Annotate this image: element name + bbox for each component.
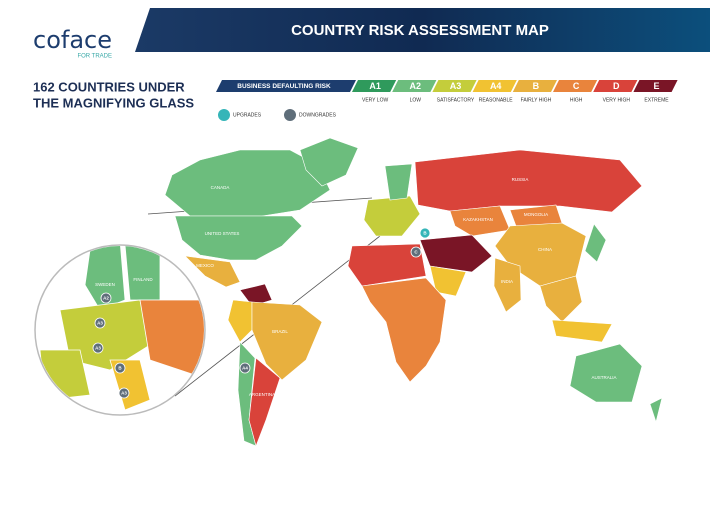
- legend-swatch: [472, 80, 517, 92]
- country: [419, 234, 493, 273]
- country: [584, 223, 607, 263]
- country-label: MONGOLIA: [524, 212, 548, 217]
- country: [539, 275, 583, 323]
- change-marker-label: B: [118, 366, 122, 371]
- legend-code: A4: [490, 81, 502, 91]
- subtitle: THE MAGNIFYING GLASS: [33, 95, 194, 110]
- legend-label: VERY HIGH: [603, 97, 631, 103]
- country-label: KAZAKHSTAN: [463, 217, 493, 222]
- change-marker-label: C: [414, 250, 418, 255]
- map: CANADA UNITED STATES MEXICO BRAZIL ARGENTINA…: [147, 137, 670, 447]
- change-marker-label: A4: [242, 366, 248, 371]
- legend-label: VERY LOW: [362, 97, 388, 103]
- country: [347, 243, 427, 287]
- change-marker-label: B: [423, 231, 427, 236]
- change-marker: [419, 227, 431, 239]
- country: [363, 195, 421, 237]
- legend-code: A1: [369, 81, 381, 91]
- legend-label: HIGH: [570, 97, 583, 103]
- change-marker: [114, 362, 126, 374]
- country: [449, 205, 511, 237]
- country-label: BRAZIL: [272, 329, 288, 334]
- legend: A1 VERY LOW A2 LOW A3 SATISFACTORY A4 REASONABL…: [218, 80, 678, 121]
- legend-marker-label: UPGRADES: [233, 112, 262, 118]
- logo: coface: [33, 26, 112, 54]
- zoom-map: SWEDEN FINLAND: [39, 246, 204, 411]
- legend-swatch: [352, 80, 397, 92]
- legend-code: B: [533, 81, 540, 91]
- logo-tagline: FOR TRADE: [77, 54, 112, 60]
- markers: A2 A3 A3 B A3 A4 B C: [92, 227, 431, 399]
- zoom-country: [139, 299, 204, 381]
- country-label: ARGENTINA: [249, 392, 275, 397]
- country-label: MEXICO: [196, 263, 214, 268]
- change-marker-label: A3: [97, 321, 103, 326]
- legend-swatch: [392, 80, 437, 92]
- legend-swatch: [593, 80, 638, 92]
- change-marker: [118, 387, 130, 399]
- change-marker: [92, 342, 104, 354]
- legend-code: D: [613, 81, 620, 91]
- change-marker-label: A3: [121, 391, 127, 396]
- country: [569, 343, 643, 403]
- legend-marker: [284, 109, 296, 121]
- title: COUNTRY RISK ASSESSMENT MAP: [291, 22, 549, 39]
- legend-title-box: [216, 80, 356, 92]
- country-label: INDIA: [501, 279, 513, 284]
- legend-label: EXTREME: [644, 97, 669, 103]
- country: [227, 299, 253, 343]
- subtitle: 162 COUNTRIES UNDER: [33, 79, 185, 94]
- change-marker: [100, 292, 112, 304]
- country: [414, 149, 643, 213]
- legend-swatch: [633, 80, 678, 92]
- country-label: RUSSIA: [512, 177, 529, 182]
- country-label: NEW ZEALAND: [637, 425, 670, 430]
- country-label: UNITED STATES: [205, 231, 240, 236]
- country: [551, 319, 613, 343]
- country: [361, 277, 447, 383]
- country-label: CHINA: [538, 247, 552, 252]
- country-label: AUSTRALIA: [591, 375, 616, 380]
- legend-swatch: [432, 80, 477, 92]
- banner: [135, 8, 710, 52]
- zoom-country-label: FINLAND: [133, 277, 153, 282]
- country: [299, 137, 359, 187]
- country: [248, 357, 281, 447]
- legend-label: FAIRLY HIGH: [521, 97, 552, 103]
- country: [251, 301, 323, 381]
- legend-label: SATISFACTORY: [437, 97, 475, 103]
- country: [174, 215, 303, 261]
- legend-code: C: [573, 81, 580, 91]
- country: [184, 255, 241, 288]
- legend-marker-label: DOWNGRADES: [299, 112, 337, 118]
- country: [384, 163, 413, 201]
- legend-code: A2: [410, 81, 422, 91]
- zoom-country-label: SWEDEN: [95, 282, 115, 287]
- legend-swatch: [553, 80, 598, 92]
- country: [429, 265, 467, 297]
- legend-label: LOW: [410, 97, 422, 103]
- change-marker: [239, 362, 251, 374]
- legend-code: E: [653, 81, 659, 91]
- country: [649, 397, 663, 424]
- change-marker-label: A2: [103, 296, 109, 301]
- change-marker: [94, 317, 106, 329]
- change-marker-label: A3: [95, 346, 101, 351]
- legend-code: A3: [450, 81, 462, 91]
- change-marker: [410, 246, 422, 258]
- legend-label: REASONABLE: [479, 97, 514, 103]
- country: [493, 257, 522, 313]
- legend-marker: [218, 109, 230, 121]
- legend-swatch: [512, 80, 557, 92]
- legend-title: BUSINESS DEFAULTING RISK: [237, 83, 331, 90]
- country: [239, 283, 273, 307]
- country-label: CANADA: [211, 185, 230, 190]
